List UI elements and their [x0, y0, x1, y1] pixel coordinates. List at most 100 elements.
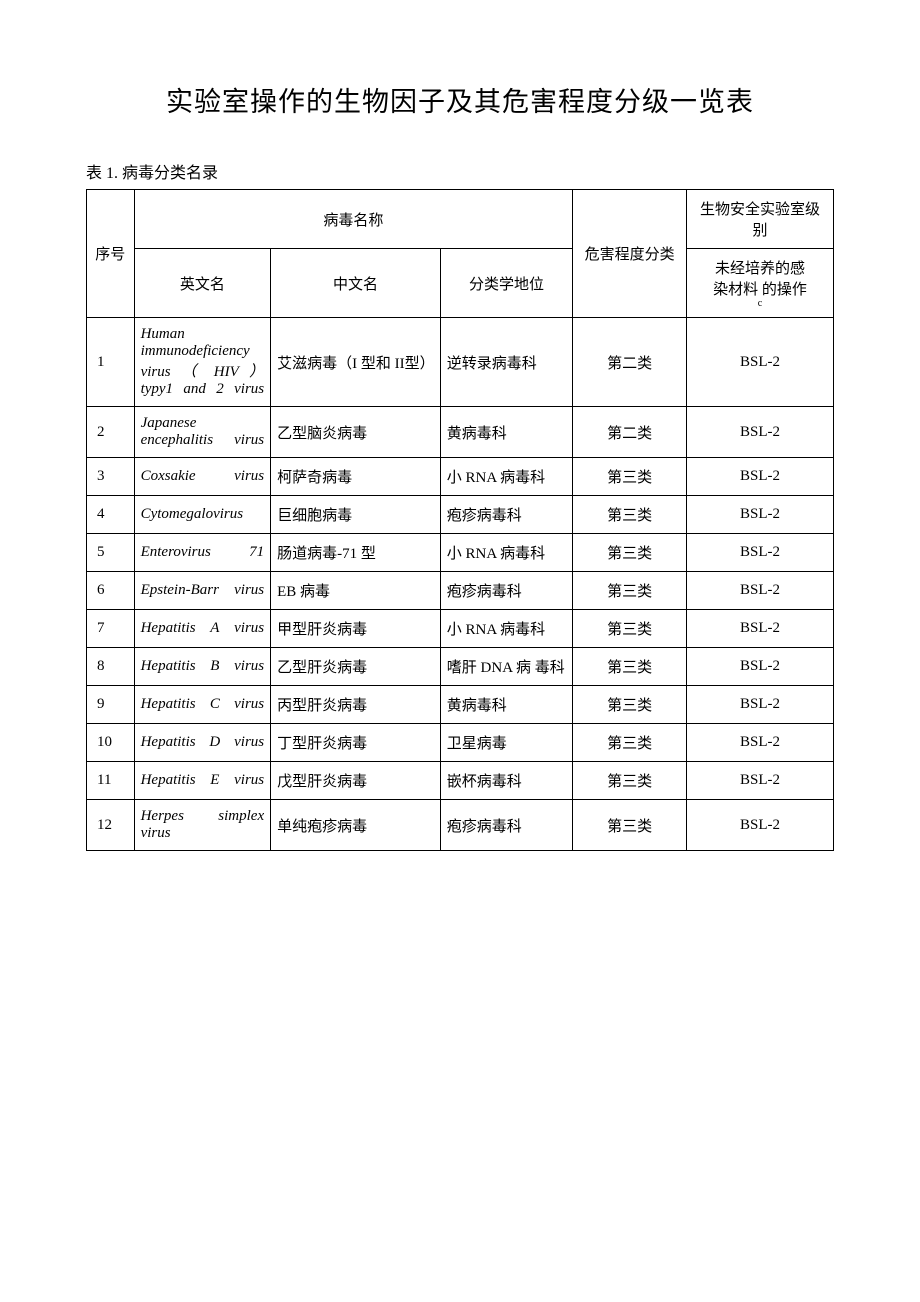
bsl-sub-c: c [693, 299, 827, 309]
cell-chinese-name: EB 病毒 [271, 572, 441, 610]
cell-hazard: 第二类 [573, 318, 687, 407]
cell-chinese-name: 丁型肝炎病毒 [271, 724, 441, 762]
bsl-sub-line2: 染材料 的操作 [713, 282, 807, 298]
cell-english-name: Herpes simplex virus [134, 800, 271, 851]
header-bsl-sub: 未经培养的感 染材料 的操作 c [687, 249, 834, 318]
cell-taxonomy: 嵌杯病毒科 [440, 762, 572, 800]
cell-english-name: Coxsakie virus [134, 458, 271, 496]
header-cn-name: 中文名 [271, 249, 441, 318]
cell-taxonomy: 卫星病毒 [440, 724, 572, 762]
table-row: 2Japanese encephalitis virus乙型脑炎病毒黄病毒科第二… [87, 407, 834, 458]
cell-chinese-name: 单纯疱疹病毒 [271, 800, 441, 851]
cell-taxonomy: 小 RNA 病毒科 [440, 458, 572, 496]
cell-hazard: 第三类 [573, 458, 687, 496]
table-body: 1Human immunodeficiency virus （ HIV ） ty… [87, 318, 834, 851]
bsl-sub-line1: 未经培养的感 [715, 261, 805, 277]
cell-seq: 10 [87, 724, 135, 762]
virus-classification-table: 序号 病毒名称 危害程度分类 生物安全实验室级别 英文名 中文名 分类学地位 未… [86, 189, 834, 851]
cell-bsl: BSL-2 [687, 648, 834, 686]
cell-english-name: Epstein-Barr virus [134, 572, 271, 610]
cell-taxonomy: 黄病毒科 [440, 686, 572, 724]
header-taxonomy: 分类学地位 [440, 249, 572, 318]
cell-seq: 11 [87, 762, 135, 800]
document-page: 实验室操作的生物因子及其危害程度分级一览表 表 1. 病毒分类名录 序号 病毒名… [0, 0, 920, 1302]
cell-taxonomy: 疱疹病毒科 [440, 572, 572, 610]
cell-seq: 6 [87, 572, 135, 610]
cell-chinese-name: 乙型肝炎病毒 [271, 648, 441, 686]
cell-english-name: Hepatitis C virus [134, 686, 271, 724]
cell-seq: 12 [87, 800, 135, 851]
table-row: 1Human immunodeficiency virus （ HIV ） ty… [87, 318, 834, 407]
cell-taxonomy: 小 RNA 病毒科 [440, 534, 572, 572]
header-en-name: 英文名 [134, 249, 271, 318]
table-row: 3Coxsakie virus柯萨奇病毒小 RNA 病毒科第三类BSL-2 [87, 458, 834, 496]
cell-chinese-name: 艾滋病毒（I 型和 II型） [271, 318, 441, 407]
cell-english-name: Hepatitis E virus [134, 762, 271, 800]
cell-english-name: Hepatitis A virus [134, 610, 271, 648]
header-virus-name: 病毒名称 [134, 190, 573, 249]
table-row: 11Hepatitis E virus戊型肝炎病毒嵌杯病毒科第三类BSL-2 [87, 762, 834, 800]
cell-bsl: BSL-2 [687, 534, 834, 572]
cell-bsl: BSL-2 [687, 318, 834, 407]
cell-bsl: BSL-2 [687, 572, 834, 610]
cell-seq: 9 [87, 686, 135, 724]
cell-chinese-name: 巨细胞病毒 [271, 496, 441, 534]
cell-hazard: 第三类 [573, 762, 687, 800]
cell-seq: 4 [87, 496, 135, 534]
cell-english-name: Enterovirus 71 [134, 534, 271, 572]
cell-english-name: Human immunodeficiency virus （ HIV ） typ… [134, 318, 271, 407]
cell-seq: 1 [87, 318, 135, 407]
cell-bsl: BSL-2 [687, 686, 834, 724]
table-caption: 表 1. 病毒分类名录 [86, 159, 834, 183]
cell-chinese-name: 柯萨奇病毒 [271, 458, 441, 496]
cell-bsl: BSL-2 [687, 407, 834, 458]
cell-seq: 7 [87, 610, 135, 648]
cell-hazard: 第三类 [573, 534, 687, 572]
table-row: 6Epstein-Barr virusEB 病毒疱疹病毒科第三类BSL-2 [87, 572, 834, 610]
cell-hazard: 第三类 [573, 572, 687, 610]
cell-english-name: Hepatitis B virus [134, 648, 271, 686]
cell-hazard: 第三类 [573, 496, 687, 534]
cell-chinese-name: 丙型肝炎病毒 [271, 686, 441, 724]
cell-hazard: 第三类 [573, 800, 687, 851]
cell-seq: 3 [87, 458, 135, 496]
table-row: 5Enterovirus 71肠道病毒-71 型小 RNA 病毒科第三类BSL-… [87, 534, 834, 572]
cell-seq: 2 [87, 407, 135, 458]
header-seq: 序号 [87, 190, 135, 318]
cell-hazard: 第二类 [573, 407, 687, 458]
table-row: 8Hepatitis B virus乙型肝炎病毒嗜肝 DNA 病 毒科第三类BS… [87, 648, 834, 686]
cell-bsl: BSL-2 [687, 496, 834, 534]
cell-english-name: Cytomegalovirus [134, 496, 271, 534]
cell-chinese-name: 甲型肝炎病毒 [271, 610, 441, 648]
cell-hazard: 第三类 [573, 686, 687, 724]
cell-bsl: BSL-2 [687, 724, 834, 762]
cell-taxonomy: 逆转录病毒科 [440, 318, 572, 407]
cell-taxonomy: 小 RNA 病毒科 [440, 610, 572, 648]
cell-hazard: 第三类 [573, 648, 687, 686]
table-row: 7Hepatitis A virus甲型肝炎病毒小 RNA 病毒科第三类BSL-… [87, 610, 834, 648]
header-hazard: 危害程度分类 [573, 190, 687, 318]
table-row: 4Cytomegalovirus巨细胞病毒疱疹病毒科第三类BSL-2 [87, 496, 834, 534]
cell-taxonomy: 疱疹病毒科 [440, 800, 572, 851]
cell-taxonomy: 嗜肝 DNA 病 毒科 [440, 648, 572, 686]
cell-bsl: BSL-2 [687, 458, 834, 496]
table-row: 9Hepatitis C virus丙型肝炎病毒黄病毒科第三类BSL-2 [87, 686, 834, 724]
cell-chinese-name: 戊型肝炎病毒 [271, 762, 441, 800]
cell-bsl: BSL-2 [687, 800, 834, 851]
cell-hazard: 第三类 [573, 724, 687, 762]
cell-english-name: Hepatitis D virus [134, 724, 271, 762]
table-row: 12Herpes simplex virus单纯疱疹病毒疱疹病毒科第三类BSL-… [87, 800, 834, 851]
cell-english-name: Japanese encephalitis virus [134, 407, 271, 458]
header-bsl-group: 生物安全实验室级别 [687, 190, 834, 249]
cell-hazard: 第三类 [573, 610, 687, 648]
page-title: 实验室操作的生物因子及其危害程度分级一览表 [86, 80, 834, 119]
cell-taxonomy: 黄病毒科 [440, 407, 572, 458]
table-header: 序号 病毒名称 危害程度分类 生物安全实验室级别 英文名 中文名 分类学地位 未… [87, 190, 834, 318]
cell-chinese-name: 乙型脑炎病毒 [271, 407, 441, 458]
cell-chinese-name: 肠道病毒-71 型 [271, 534, 441, 572]
table-row: 10Hepatitis D virus丁型肝炎病毒卫星病毒第三类BSL-2 [87, 724, 834, 762]
cell-seq: 8 [87, 648, 135, 686]
cell-bsl: BSL-2 [687, 610, 834, 648]
cell-seq: 5 [87, 534, 135, 572]
cell-taxonomy: 疱疹病毒科 [440, 496, 572, 534]
